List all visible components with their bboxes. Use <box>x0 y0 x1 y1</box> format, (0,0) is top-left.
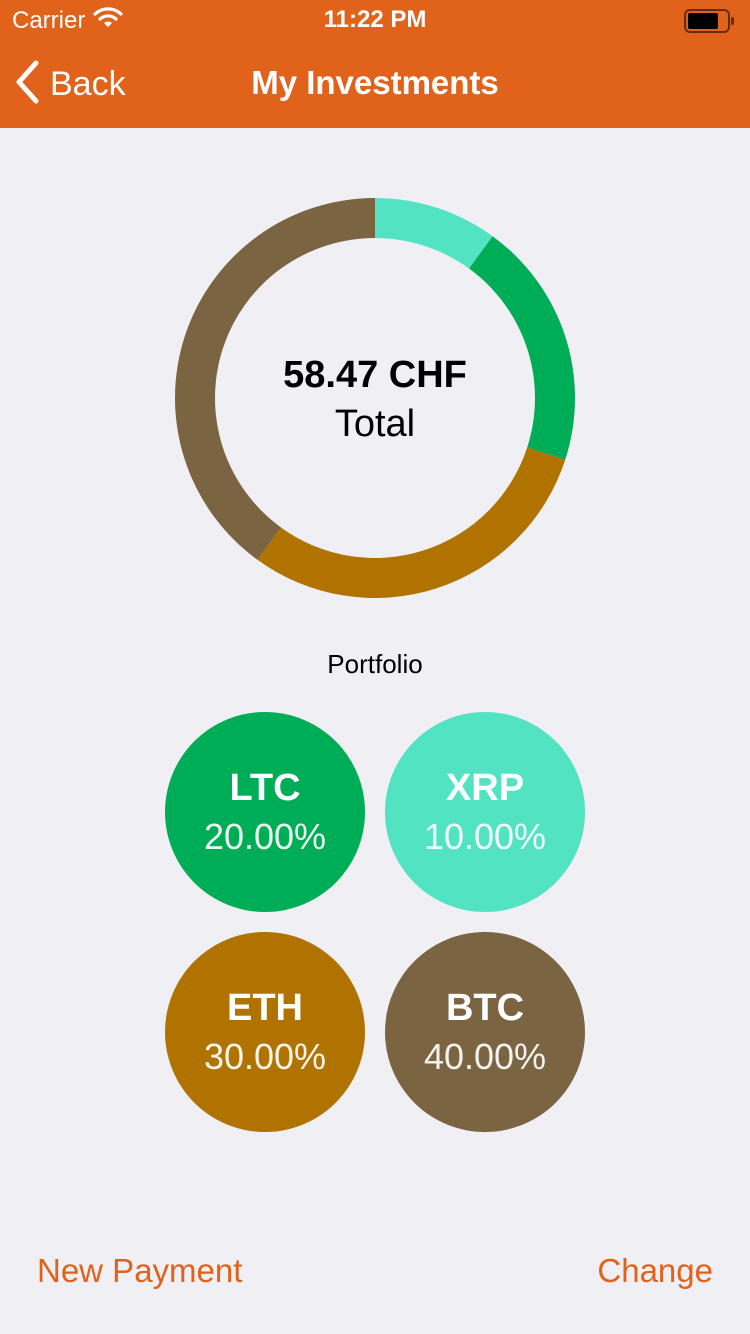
carrier-label: Carrier <box>12 6 86 34</box>
portfolio-donut-chart <box>175 198 575 598</box>
asset-percent: 20.00% <box>203 816 327 857</box>
back-label: Back <box>50 64 126 103</box>
status-time: 11:22 PM <box>323 6 427 33</box>
portfolio-label: Portfolio <box>327 649 423 679</box>
donut-slice-eth <box>257 447 566 598</box>
asset-symbol: XRP <box>445 767 525 809</box>
donut-slice-btc <box>175 198 375 560</box>
header: Carrier 11:22 PM <box>0 0 750 128</box>
battery-icon <box>684 9 736 38</box>
total-value: 58.47 CHF <box>283 354 467 396</box>
asset-ltc[interactable]: LTC 20.00% <box>165 712 365 912</box>
wifi-icon <box>93 6 123 35</box>
asset-symbol: ETH <box>227 987 303 1029</box>
asset-xrp[interactable]: XRP 10.00% <box>385 712 585 912</box>
total-label: Total <box>334 403 416 445</box>
asset-symbol: LTC <box>229 767 301 809</box>
donut-slice-ltc <box>469 236 575 460</box>
new-payment-button[interactable]: New Payment <box>37 1252 243 1289</box>
asset-eth[interactable]: ETH 30.00% <box>165 932 365 1132</box>
navigation-bar: Back My Investments <box>0 40 750 128</box>
chevron-left-icon <box>14 60 40 109</box>
total-summary: 58.47 CHF Total <box>175 350 575 448</box>
back-button[interactable]: Back <box>14 60 126 108</box>
status-bar: Carrier 11:22 PM <box>0 0 750 40</box>
asset-percent: 30.00% <box>203 1036 327 1077</box>
asset-btc[interactable]: BTC 40.00% <box>385 932 585 1132</box>
carrier-info: Carrier <box>12 6 123 35</box>
donut-slice-xrp <box>375 198 493 269</box>
asset-symbol: BTC <box>445 987 525 1029</box>
change-button[interactable]: Change <box>597 1252 713 1289</box>
asset-percent: 40.00% <box>423 1036 547 1077</box>
asset-percent: 10.00% <box>423 816 547 857</box>
page-title: My Investments <box>251 64 499 101</box>
